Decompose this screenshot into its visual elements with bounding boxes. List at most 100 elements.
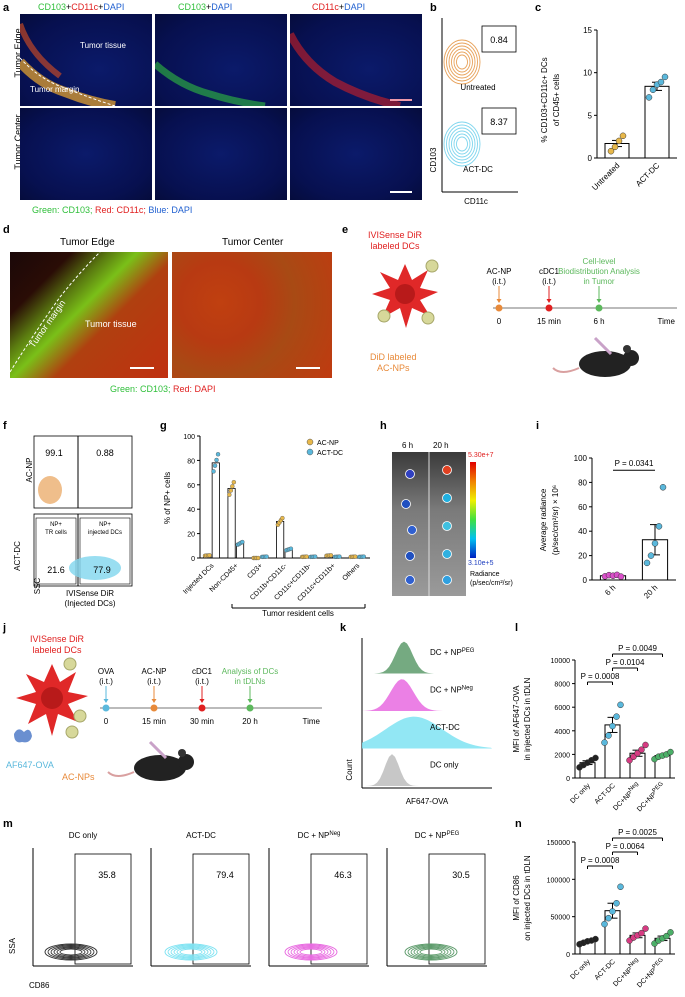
f-xlabel-1: IVISense DiR	[66, 589, 114, 598]
micrograph-edge-merged: Tumor tissue Tumor margin	[20, 14, 152, 106]
mouse-ear	[623, 345, 631, 353]
timeline-step-label: in tDLNs	[235, 677, 266, 686]
p-value: P = 0.0064	[606, 842, 645, 851]
data-point	[667, 929, 674, 936]
micrograph-d-edge: Tumor margin Tumor tissue	[10, 252, 168, 378]
panel-f-label: f	[3, 420, 7, 432]
y-tick-label: 40	[578, 527, 587, 536]
flow-contour	[407, 944, 455, 960]
p-value: P = 0.0025	[618, 828, 657, 837]
b-xlabel: CD11c	[464, 197, 488, 206]
timeline-dot	[198, 704, 206, 712]
ivis-spot	[405, 575, 415, 585]
timeline-step-label: (i.t.)	[195, 677, 209, 686]
data-point	[312, 554, 318, 559]
micrograph-center-cd103	[155, 108, 287, 200]
data-point	[328, 553, 334, 558]
panel-b-label: b	[430, 2, 437, 14]
y-tick-label: 5	[588, 111, 593, 120]
panel-d-label: d	[3, 224, 10, 236]
timeline-step-label: cDC1	[539, 267, 560, 276]
colored-text-part: CD103	[38, 2, 67, 12]
radiance-min: 3.10e+5	[468, 560, 494, 567]
flow-contour	[453, 51, 471, 73]
category-label: 6 h	[603, 583, 617, 597]
superscript: Neg	[462, 685, 473, 691]
timeline-step-label: OVA	[98, 667, 115, 676]
legend-marker	[306, 448, 314, 456]
ylabel: in injected DCs in tDLN	[523, 677, 532, 760]
f-gate-injected-2: injected DCs	[88, 530, 122, 536]
data-point	[605, 732, 612, 739]
data-point	[353, 554, 358, 559]
panel-j-timeline: OVA(i.t.)0AC-NP(i.t.)15 mincDC1(i.t.)30 …	[98, 667, 322, 781]
timeline-step-label: (i.t.)	[492, 277, 506, 286]
flow-contour	[53, 946, 89, 958]
panel-c-chart: 0 5 10 15 Untreated ACT-DC % CD103+CD11c+ DCs o…	[540, 26, 677, 192]
data-point	[255, 555, 261, 561]
category-label: DC only	[569, 958, 592, 981]
timeline-dot	[102, 704, 110, 712]
histogram-label: DC + NPPEG	[430, 648, 475, 657]
flow-contour	[50, 945, 92, 959]
timeline-time: 0	[497, 317, 502, 326]
flow-contour	[59, 948, 83, 956]
data-point	[617, 573, 625, 580]
m-xlabel: CD86	[29, 981, 50, 990]
flow-contour	[446, 42, 478, 82]
y-tick-label: 0	[566, 776, 570, 783]
colored-text-part: CD11c	[312, 2, 339, 12]
y-tick-label: 60	[187, 483, 195, 490]
h-col-20h: 20 h	[433, 441, 449, 450]
flow-contour	[179, 948, 203, 956]
data-point	[659, 484, 667, 491]
colored-text-part: DAPI	[211, 2, 233, 12]
flow-contour	[446, 124, 478, 164]
colored-text-part: DAPI	[344, 2, 366, 12]
y-tick-label: 6000	[554, 705, 570, 712]
y-tick-label: 15	[583, 26, 592, 35]
flow-contour	[293, 946, 329, 958]
y-tick-label: 150000	[547, 840, 570, 847]
arrowhead	[596, 299, 602, 303]
timeline-axis-label: Time	[303, 717, 321, 726]
arrowhead	[546, 299, 552, 303]
histogram-track	[362, 754, 492, 786]
i-ylabel: Average radiance	[539, 488, 548, 551]
panel-h-label: h	[380, 420, 387, 432]
y-tick-label: 100000	[547, 877, 570, 884]
data-point	[615, 137, 623, 145]
flow-contour	[453, 133, 471, 155]
y-tick-label: 0	[191, 556, 195, 563]
y-tick-label: 10000	[551, 658, 571, 665]
mouse-icon	[134, 755, 186, 781]
flow-contour	[448, 45, 476, 79]
e-np-label: DiD labeled AC-NPs	[370, 352, 417, 373]
f-bottom-left-value: 21.6	[47, 565, 65, 575]
data-point	[619, 132, 627, 140]
flow-contour	[170, 945, 212, 959]
category-label: 20 h	[642, 583, 659, 600]
f-bottom-right-value: 77.9	[93, 565, 111, 575]
arrowhead	[151, 699, 157, 703]
data-point	[638, 746, 645, 753]
micrograph-center-cd11c	[290, 108, 422, 200]
d-label-margin: Tumor margin	[27, 298, 67, 349]
y-tick-label: 80	[187, 458, 195, 465]
data-point	[288, 546, 294, 551]
histogram-label: DC only	[430, 760, 458, 769]
panel-i-label: i	[536, 420, 540, 432]
flow-contour	[448, 127, 476, 161]
micrograph-d-center	[172, 252, 332, 378]
y-tick-label: 100	[183, 434, 195, 441]
colored-text-part: +	[66, 2, 72, 12]
mouse-tail	[552, 367, 580, 373]
dc-cell-illustration	[372, 259, 439, 328]
bar	[211, 462, 220, 559]
data-point	[663, 932, 670, 940]
timeline-step-label: in Tumor	[583, 277, 614, 286]
mouse-icon	[579, 351, 631, 377]
data-point	[638, 929, 645, 937]
legend-marker	[306, 438, 314, 446]
